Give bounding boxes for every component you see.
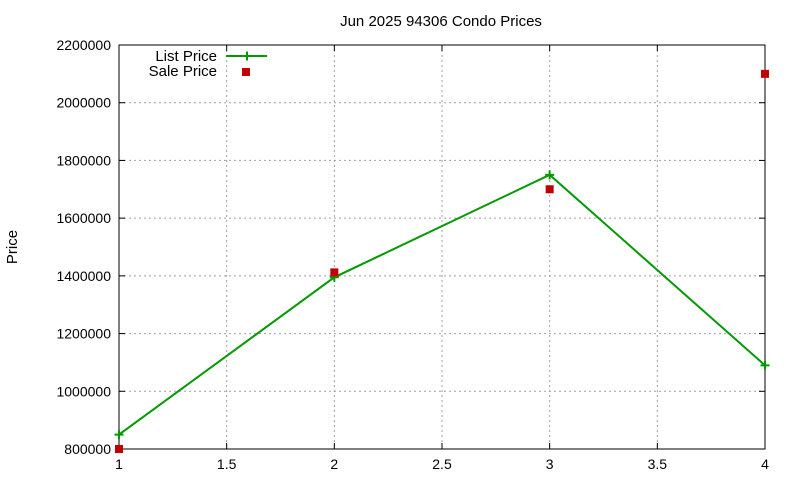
series	[114, 69, 770, 453]
legend: List Price Sale Price	[149, 48, 267, 80]
y-tick-label: 1800000	[56, 152, 111, 168]
x-tick-label: 2	[330, 456, 338, 472]
x-tick-label: 1	[115, 456, 123, 472]
y-tick-label: 2200000	[56, 37, 111, 53]
x-tick-label: 3.5	[648, 456, 668, 472]
x-tick-label: 2.5	[432, 456, 452, 472]
y-tick-label: 1000000	[56, 383, 111, 399]
legend-marker-list-price	[242, 51, 252, 61]
data-point-list-price	[760, 360, 770, 370]
y-tick-label: 2000000	[56, 95, 111, 111]
y-tick-label: 800000	[64, 441, 111, 457]
data-point-list-price	[114, 430, 124, 440]
y-tick-label: 1600000	[56, 210, 111, 226]
series-line-list-price	[118, 173, 766, 436]
data-point-sale-price	[761, 69, 769, 78]
legend-marker-sale-price	[242, 68, 250, 76]
data-point-sale-price	[545, 185, 554, 194]
x-tick-label: 1.5	[217, 456, 237, 472]
y-axis-label: Price	[4, 230, 21, 264]
data-point-sale-price	[330, 268, 339, 277]
legend-label-sale-price: Sale Price	[149, 63, 217, 80]
data-point-list-price	[545, 170, 555, 180]
data-point-sale-price	[115, 445, 123, 453]
x-tick-label: 3	[546, 456, 554, 472]
chart-title: Jun 2025 94306 Condo Prices	[340, 13, 542, 30]
grid	[119, 45, 765, 449]
ticks: 1 1.5 2 2.5 3 3.5 4 800000 1000000 1200000 1400000…	[56, 37, 769, 472]
x-tick-label: 4	[761, 456, 769, 472]
legend-label-list-price: List Price	[155, 48, 217, 65]
y-tick-label: 1200000	[56, 326, 111, 342]
y-tick-label: 1400000	[56, 268, 111, 284]
